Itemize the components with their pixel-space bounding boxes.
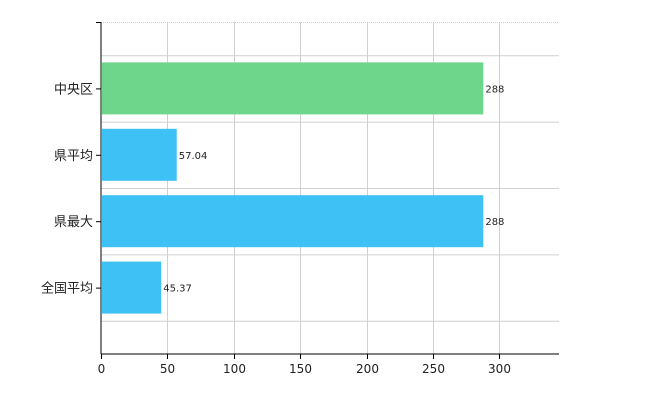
labels: 0 50 100 150 200 250 300 中央区 288 県平均 57.04 県最大 288 全国… [41, 82, 511, 376]
x-tick-label: 300 [488, 362, 511, 376]
data-label: 288 [485, 84, 504, 95]
category-label: 中央区 [54, 82, 93, 97]
x-tick-label: 150 [289, 362, 312, 376]
bar [102, 195, 484, 248]
data-label: 57.04 [179, 151, 208, 162]
x-tick-label: 50 [160, 362, 175, 376]
x-tick-label: 200 [356, 362, 379, 376]
data-label: 45.37 [163, 284, 192, 295]
category-label: 全国平均 [41, 281, 93, 297]
bar [102, 128, 177, 181]
axes [96, 22, 559, 359]
category-label: 県最大 [54, 215, 93, 230]
x-tick-label: 0 [98, 362, 106, 376]
data-label: 288 [485, 217, 504, 228]
bar [102, 62, 484, 115]
category-label: 県平均 [54, 149, 93, 164]
x-tick-label: 250 [422, 362, 445, 376]
x-tick-label: 100 [223, 362, 246, 376]
bars [102, 62, 484, 314]
bar [102, 261, 162, 314]
